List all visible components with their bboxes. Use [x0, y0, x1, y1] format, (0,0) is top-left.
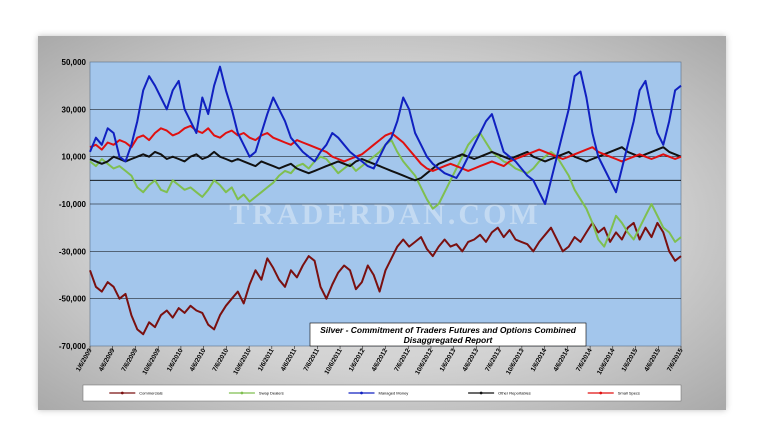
- x-tick-label: 10/6/2009: [141, 347, 162, 376]
- series-line-commercials: [89, 221, 682, 336]
- x-tick-label: 10/6/2011: [323, 347, 344, 376]
- x-tick-label: 10/6/2010: [232, 347, 253, 376]
- x-axis-ticks: 1/6/2009 4/6/2009 7/6/2009 10/6/2009 1/6/201…: [75, 346, 685, 376]
- x-tick-label: 1/6/2009: [75, 347, 94, 373]
- legend-marker: [360, 391, 363, 395]
- legend-label: Managed Money: [379, 391, 409, 396]
- y-tick-label: 30,000: [62, 105, 87, 114]
- x-tick-label: 7/6/2012: [393, 347, 412, 373]
- x-tick-label: 10/6/2014: [596, 347, 617, 376]
- y-tick-label: -30,000: [59, 247, 87, 256]
- legend-box: [82, 384, 682, 402]
- title-box: [309, 322, 587, 347]
- legend: Commercials Swap Dealers Managed Money Othe…: [109, 391, 640, 396]
- legend-label: Other Reportables: [498, 391, 531, 396]
- legend-marker: [120, 391, 124, 395]
- chart-title-line1: Silver - Commitment of Traders Futures a…: [320, 325, 577, 335]
- chart-frame: 50,000 30,000 10,000 -10,000 -30,000 -50,000 -…: [38, 36, 726, 410]
- y-tick-label: 10,000: [62, 153, 87, 162]
- x-tick-label: 1/6/2015: [621, 347, 640, 373]
- x-tick-label: 4/6/2009: [98, 347, 117, 373]
- legend-marker: [240, 391, 244, 395]
- gridlines: [90, 109, 681, 299]
- legend-marker: [599, 391, 603, 395]
- legend-marker: [479, 391, 483, 395]
- series-lines: [89, 65, 682, 336]
- x-tick-label: 7/6/2009: [120, 347, 139, 373]
- x-tick-label: 1/6/2010: [166, 347, 185, 373]
- chart-title-line2: Disaggregated Report: [404, 335, 494, 345]
- x-tick-label: 4/6/2011: [280, 347, 299, 372]
- x-tick-label: 1/6/2013: [439, 347, 458, 373]
- series-line-managed-money: [89, 65, 682, 205]
- x-tick-label: 7/6/2015: [666, 347, 685, 373]
- x-tick-label: 1/6/2014: [530, 347, 549, 373]
- x-tick-label: 4/6/2010: [189, 347, 208, 373]
- x-tick-label: 4/6/2014: [552, 347, 571, 373]
- series-line-small-specs: [89, 124, 682, 172]
- y-tick-label: -70,000: [59, 342, 87, 351]
- y-tick-label: 50,000: [62, 58, 87, 67]
- x-tick-label: 7/6/2010: [211, 347, 230, 373]
- legend-label: Small Specs: [618, 391, 640, 396]
- y-axis-ticks: 50,000 30,000 10,000 -10,000 -30,000 -50,000 -…: [59, 58, 87, 351]
- x-tick-label: 7/6/2013: [484, 347, 503, 373]
- x-tick-label: 4/6/2012: [371, 347, 390, 373]
- x-tick-label: 4/6/2013: [461, 347, 480, 373]
- cot-chart: 50,000 30,000 10,000 -10,000 -30,000 -50,000 -…: [59, 58, 685, 402]
- x-tick-label: 10/6/2013: [505, 347, 526, 376]
- y-tick-label: -50,000: [59, 295, 87, 304]
- x-tick-label: 10/6/2012: [414, 347, 435, 376]
- x-tick-label: 7/6/2014: [575, 347, 594, 373]
- y-tick-label: -10,000: [59, 200, 87, 209]
- legend-label: Swap Dealers: [259, 391, 284, 396]
- x-tick-label: 1/6/2012: [348, 347, 367, 373]
- x-tick-label: 4/6/2015: [643, 347, 662, 373]
- series-line-other-reportables: [89, 146, 682, 182]
- watermark: TRADERDAN.COM: [229, 198, 541, 231]
- x-tick-label: 1/6/2011: [257, 347, 276, 372]
- legend-label: Commercials: [139, 391, 162, 396]
- x-tick-label: 7/6/2011: [303, 347, 322, 372]
